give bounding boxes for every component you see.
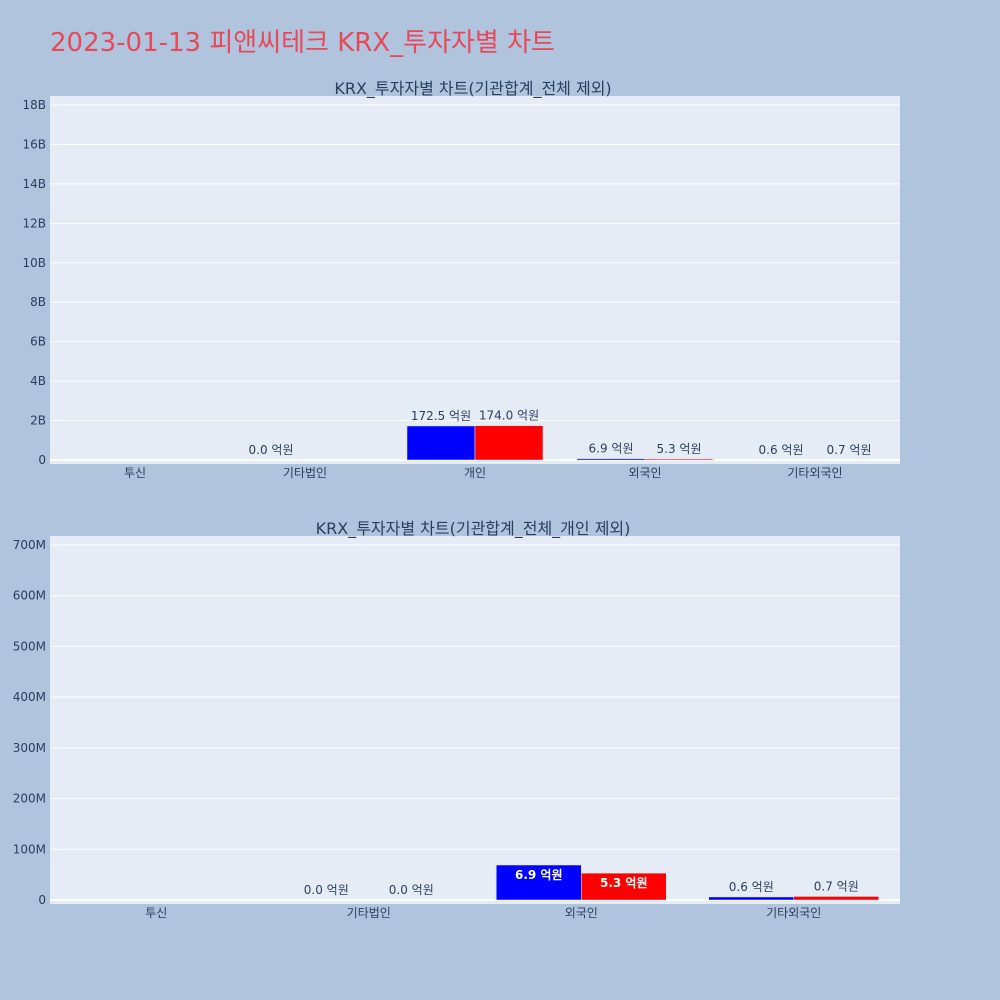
chart-2: KRX_투자자별 차트(기관합계_전체_개인 제외) 0 100M 200M 300M 4… xyxy=(13,519,900,920)
data-label: 174.0 억원 xyxy=(479,409,539,423)
y-tick-label: 10B xyxy=(22,256,46,270)
y-tick-label: 600M xyxy=(13,589,46,603)
x-tick-label: 개인 xyxy=(464,466,486,480)
bar xyxy=(708,896,794,901)
y-tick-label: 200M xyxy=(13,792,46,806)
data-label: 6.9 억원 xyxy=(589,442,634,456)
plot-area xyxy=(50,96,900,464)
bar xyxy=(581,872,667,901)
y-tick-label: 700M xyxy=(13,538,46,552)
data-label: 5.3 억원 xyxy=(657,442,702,456)
data-label: 5.3 억원 xyxy=(600,876,648,890)
plot-area xyxy=(50,536,900,904)
bar xyxy=(496,864,582,901)
x-tick-label: 기타법인 xyxy=(283,466,327,480)
y-tick-label: 100M xyxy=(13,842,46,856)
bar xyxy=(406,425,476,461)
x-tick-label: 기타법인 xyxy=(347,906,391,920)
data-label: 0.6 억원 xyxy=(729,880,774,894)
chart-title: KRX_투자자별 차트(기관합계_전체 제외) xyxy=(334,79,611,99)
data-label: 0.7 억원 xyxy=(827,443,872,457)
x-tick-label: 외국인 xyxy=(628,466,661,480)
x-tick-label: 외국인 xyxy=(565,906,598,920)
y-tick-label: 6B xyxy=(30,335,46,349)
y-tick-label: 400M xyxy=(13,690,46,704)
data-label: 0.0 억원 xyxy=(249,443,294,457)
chart-title: KRX_투자자별 차트(기관합계_전체_개인 제외) xyxy=(316,519,631,539)
y-tick-label: 4B xyxy=(30,374,46,388)
bar xyxy=(474,425,544,461)
x-tick-label: 기타외국인 xyxy=(766,906,821,920)
bar xyxy=(644,458,714,461)
data-label: 172.5 억원 xyxy=(411,409,471,423)
x-tick-label: 투신 xyxy=(124,466,146,480)
data-label: 0.0 억원 xyxy=(389,883,434,897)
x-tick-label: 투신 xyxy=(145,906,167,920)
y-tick-label: 300M xyxy=(13,741,46,755)
y-tick-label: 0 xyxy=(38,453,46,467)
chart-1: KRX_투자자별 차트(기관합계_전체 제외) 0 2B 4B 6B 8B 10B 12B 14… xyxy=(22,79,900,480)
data-label: 0.7 억원 xyxy=(814,879,859,893)
y-tick-label: 18B xyxy=(22,98,46,112)
x-tick-label: 기타외국인 xyxy=(787,466,842,480)
y-tick-label: 8B xyxy=(30,295,46,309)
bar xyxy=(576,458,646,461)
page-title: 2023-01-13 피앤씨테크 KRX_투자자별 차트 xyxy=(50,28,555,58)
y-tick-label: 0 xyxy=(38,893,46,907)
y-tick-label: 12B xyxy=(22,216,46,230)
y-tick-label: 16B xyxy=(22,137,46,151)
bar xyxy=(793,896,879,901)
y-tick-label: 500M xyxy=(13,639,46,653)
y-tick-label: 2B xyxy=(30,414,46,428)
data-label: 6.9 억원 xyxy=(515,868,563,882)
y-tick-label: 14B xyxy=(22,177,46,191)
data-label: 0.6 억원 xyxy=(759,443,804,457)
data-label: 0.0 억원 xyxy=(304,883,349,897)
